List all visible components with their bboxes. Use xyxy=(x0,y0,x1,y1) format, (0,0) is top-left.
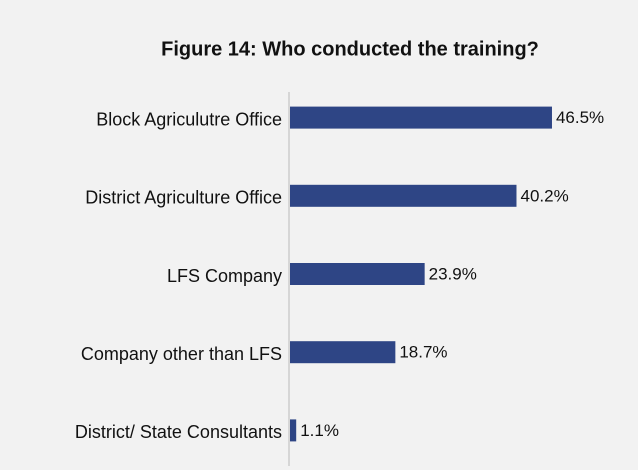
chart-title: Figure 14: Who conducted the training? xyxy=(161,38,539,60)
value-label: 1.1% xyxy=(300,421,339,440)
bar xyxy=(290,184,517,207)
category-label: District Agriculture Office xyxy=(85,188,282,208)
bar xyxy=(290,341,396,364)
value-label: 18.7% xyxy=(399,343,447,362)
bar xyxy=(290,419,297,442)
category-label: Company other than LFS xyxy=(81,344,282,364)
value-label: 40.2% xyxy=(520,186,568,205)
value-label: 23.9% xyxy=(429,264,477,283)
value-label: 46.5% xyxy=(556,108,604,127)
category-label: LFS Company xyxy=(167,266,282,286)
bar xyxy=(290,106,552,129)
category-label: Block Agriculutre Office xyxy=(96,109,282,129)
bar xyxy=(290,263,425,285)
category-label: District/ State Consultants xyxy=(75,422,282,442)
